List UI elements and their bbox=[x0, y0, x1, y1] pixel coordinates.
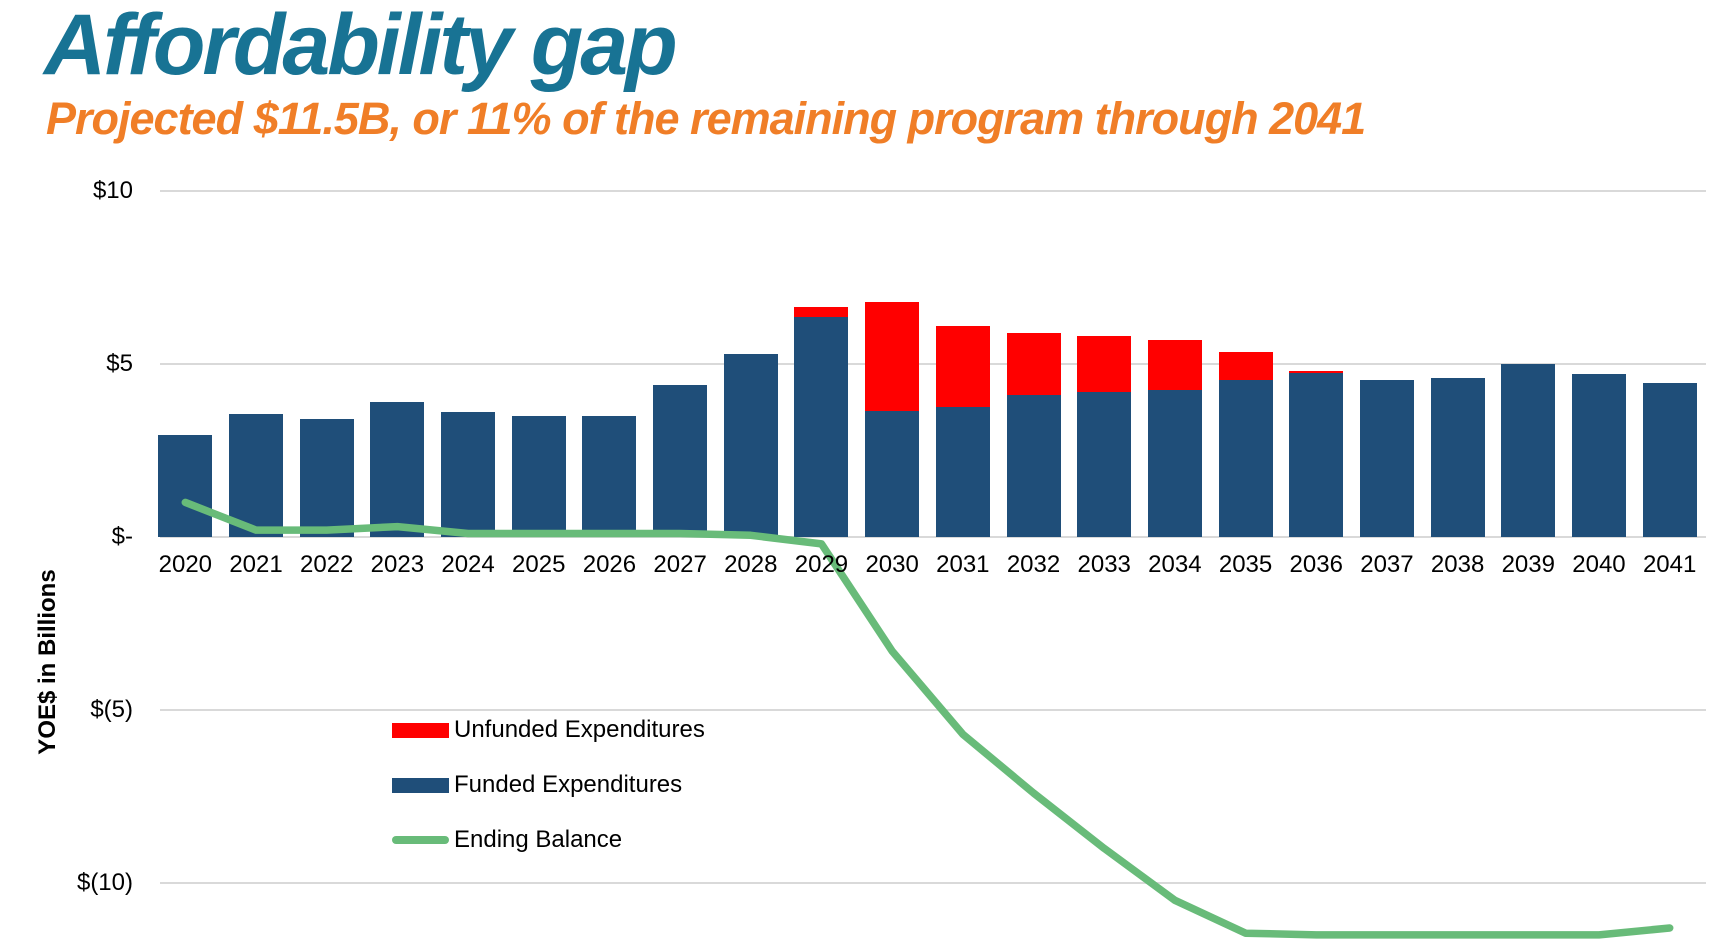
x-tick-label-2027: 2027 bbox=[653, 551, 707, 578]
x-tick-label-2020: 2020 bbox=[158, 551, 213, 578]
x-tick-label-2033: 2033 bbox=[1077, 551, 1131, 578]
x-tick-label-2025: 2025 bbox=[512, 551, 566, 578]
funded-bar-2023 bbox=[370, 402, 425, 537]
funded-bar-2037 bbox=[1359, 379, 1414, 537]
funded-bar-2031 bbox=[935, 407, 990, 537]
unfunded-bar-2031 bbox=[935, 325, 990, 408]
funded-bar-2040 bbox=[1571, 374, 1626, 537]
x-tick-label-2036: 2036 bbox=[1289, 551, 1343, 578]
y-tick-label: $(5) bbox=[90, 696, 133, 723]
y-axis-title: YOE$ in Billions bbox=[34, 569, 61, 755]
x-tick-label-2039: 2039 bbox=[1501, 551, 1555, 578]
gridline-10 bbox=[160, 190, 1706, 192]
funded-bar-2024 bbox=[441, 412, 496, 537]
legend-swatch-box bbox=[392, 778, 449, 793]
funded-bar-2025 bbox=[511, 415, 566, 537]
y-tick-label: $- bbox=[111, 523, 133, 550]
legend-swatch-box bbox=[392, 723, 449, 738]
funded-bar-2034 bbox=[1147, 389, 1202, 537]
x-tick-label-2026: 2026 bbox=[582, 551, 637, 578]
funded-bar-2030 bbox=[865, 410, 920, 537]
funded-bar-2032 bbox=[1006, 395, 1061, 537]
legend-label: Funded Expenditures bbox=[454, 771, 683, 798]
x-tick-label-2037: 2037 bbox=[1360, 551, 1414, 578]
y-tick-label: $(10) bbox=[76, 869, 133, 896]
unfunded-bar-2035 bbox=[1218, 351, 1273, 380]
y-tick-label: $5 bbox=[106, 350, 133, 377]
slide-subtitle: Projected $11.5B, or 11% of the remainin… bbox=[46, 93, 1366, 144]
funded-bar-2033 bbox=[1077, 391, 1132, 537]
x-tick-label-2032: 2032 bbox=[1006, 551, 1061, 578]
x-tick-label-2024: 2024 bbox=[441, 551, 495, 578]
slide-title: Affordability gap bbox=[44, 0, 678, 93]
x-tick-label-2021: 2021 bbox=[229, 551, 283, 578]
funded-bar-2022 bbox=[299, 419, 354, 537]
x-tick-label-2031: 2031 bbox=[936, 551, 990, 578]
funded-bar-2020 bbox=[158, 434, 213, 537]
funded-bar-2038 bbox=[1430, 377, 1485, 537]
unfunded-bar-2036 bbox=[1289, 370, 1344, 373]
x-tick-label-2035: 2035 bbox=[1218, 551, 1273, 578]
unfunded-bar-2030 bbox=[865, 301, 920, 411]
funded-bar-2039 bbox=[1501, 364, 1556, 537]
funded-bar-2026 bbox=[582, 415, 637, 537]
x-tick-label-2023: 2023 bbox=[370, 551, 425, 578]
funded-bar-2027 bbox=[653, 384, 708, 537]
unfunded-bar-2032 bbox=[1006, 332, 1061, 396]
funded-bar-2029 bbox=[794, 317, 849, 537]
x-tick-label-2022: 2022 bbox=[300, 551, 354, 578]
funded-bar-2036 bbox=[1289, 372, 1344, 537]
legend-swatch-line bbox=[392, 836, 449, 844]
x-tick-label-2028: 2028 bbox=[724, 551, 778, 578]
gridline-5 bbox=[160, 363, 1706, 365]
legend-label: Unfunded Expenditures bbox=[454, 716, 705, 743]
x-tick-label-2040: 2040 bbox=[1572, 551, 1626, 578]
unfunded-bar-2033 bbox=[1077, 336, 1132, 392]
x-tick-label-2030: 2030 bbox=[865, 551, 919, 578]
funded-bar-2035 bbox=[1218, 379, 1273, 537]
funded-bar-2028 bbox=[723, 353, 778, 537]
y-tick-label: $10 bbox=[92, 177, 133, 204]
x-tick-label-2041: 2041 bbox=[1642, 551, 1697, 578]
gridline--5 bbox=[160, 709, 1706, 711]
x-tick-label-2034: 2034 bbox=[1148, 551, 1202, 578]
unfunded-bar-2034 bbox=[1147, 339, 1202, 390]
unfunded-bar-2029 bbox=[794, 306, 849, 318]
x-tick-label-2038: 2038 bbox=[1430, 551, 1485, 578]
funded-bar-2021 bbox=[229, 414, 284, 537]
funded-bar-2041 bbox=[1642, 383, 1697, 537]
gridline--10 bbox=[160, 882, 1706, 884]
x-tick-label-2029: 2029 bbox=[794, 551, 849, 578]
legend-label: Ending Balance bbox=[454, 826, 623, 853]
